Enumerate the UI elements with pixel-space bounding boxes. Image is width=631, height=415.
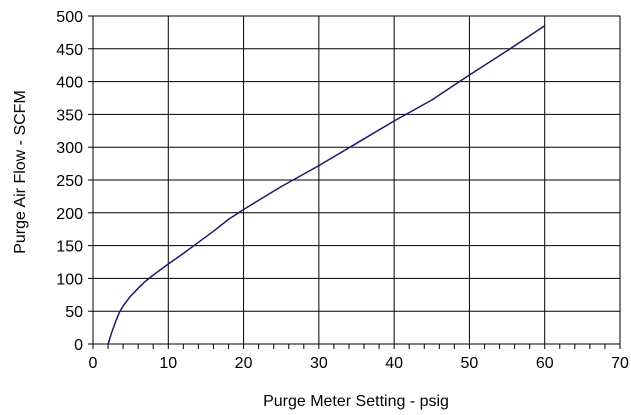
y-tick-label: 150 bbox=[56, 239, 83, 256]
y-tick-label: 400 bbox=[56, 75, 83, 92]
x-tick-label: 20 bbox=[235, 355, 253, 372]
y-axis-title: Purge Air Flow - SCFM bbox=[12, 90, 29, 254]
y-tick-label: 200 bbox=[56, 206, 83, 223]
x-tick-label: 50 bbox=[461, 355, 479, 372]
x-tick-label: 60 bbox=[536, 355, 554, 372]
x-tick-label: 0 bbox=[89, 355, 98, 372]
y-tick-labels: 0 50 100 150 200 250 300 350 400 450 500 bbox=[56, 9, 83, 354]
y-tick-label: 300 bbox=[56, 140, 83, 157]
x-tick-label: 70 bbox=[611, 355, 629, 372]
y-tick-label: 0 bbox=[74, 337, 83, 354]
series-group bbox=[107, 25, 546, 345]
grid bbox=[93, 16, 620, 344]
tick-marks bbox=[88, 15, 621, 349]
y-tick-label: 350 bbox=[56, 107, 83, 124]
x-axis-title: Purge Meter Setting - psig bbox=[263, 393, 449, 410]
x-tick-label: 30 bbox=[310, 355, 328, 372]
y-tick-label: 450 bbox=[56, 42, 83, 59]
y-tick-label: 50 bbox=[65, 304, 83, 321]
x-tick-label: 10 bbox=[159, 355, 177, 372]
y-tick-label: 500 bbox=[56, 9, 83, 26]
series-line bbox=[107, 25, 546, 345]
y-tick-label: 250 bbox=[56, 173, 83, 190]
x-tick-label: 40 bbox=[385, 355, 403, 372]
y-tick-label: 100 bbox=[56, 271, 83, 288]
x-tick-labels: 0 10 20 30 40 50 60 70 bbox=[89, 355, 629, 372]
